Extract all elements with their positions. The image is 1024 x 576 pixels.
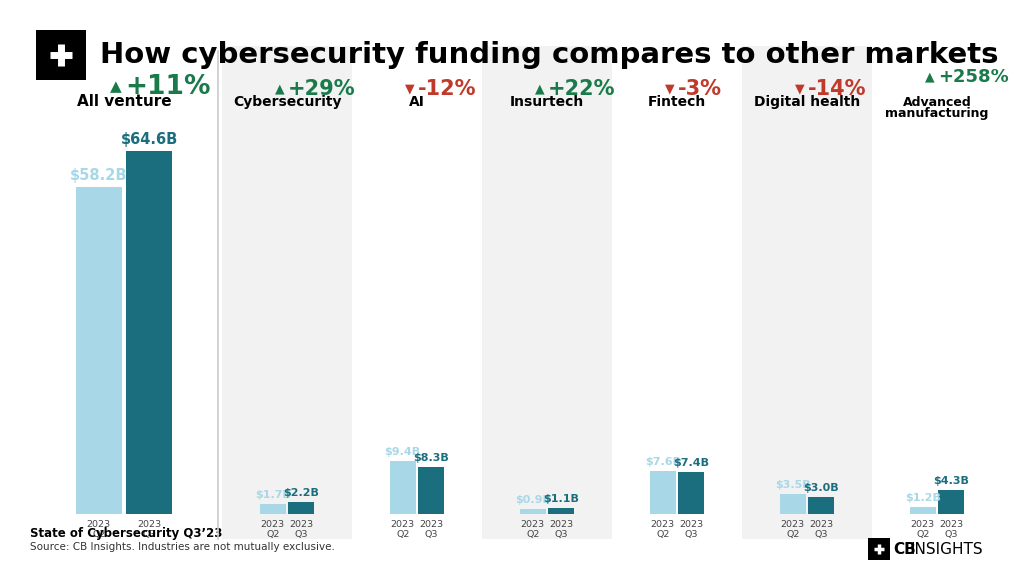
Text: $7.4B: $7.4B <box>674 458 710 468</box>
Bar <box>222 46 352 539</box>
Text: 2023
Q2: 2023 Q2 <box>520 520 545 539</box>
Text: State of Cybersecurity Q3’23: State of Cybersecurity Q3’23 <box>30 527 222 540</box>
Bar <box>482 46 612 539</box>
Text: ▼: ▼ <box>666 82 675 96</box>
Text: $58.2B: $58.2B <box>70 168 127 183</box>
Bar <box>390 461 416 514</box>
Text: $1.7B: $1.7B <box>255 490 291 501</box>
Text: $1.2B: $1.2B <box>905 493 941 503</box>
Text: 2023
Q2: 2023 Q2 <box>261 520 285 539</box>
Bar <box>548 508 574 514</box>
Text: Fintech: Fintech <box>648 95 707 109</box>
Text: 2023
Q3: 2023 Q3 <box>939 520 964 539</box>
Text: 2023
Q3: 2023 Q3 <box>419 520 443 539</box>
Bar <box>938 490 965 514</box>
Text: +22%: +22% <box>548 79 615 99</box>
Text: INSIGHTS: INSIGHTS <box>911 541 984 556</box>
Text: 2023
Q2: 2023 Q2 <box>87 520 111 539</box>
Text: How cybersecurity funding compares to other markets: How cybersecurity funding compares to ot… <box>100 41 998 69</box>
Text: 2023
Q2: 2023 Q2 <box>390 520 415 539</box>
Text: $4.3B: $4.3B <box>933 476 970 486</box>
Bar <box>418 467 444 514</box>
Bar <box>36 30 86 80</box>
Text: ▼: ▼ <box>406 82 415 96</box>
Text: Cybersecurity: Cybersecurity <box>232 95 341 109</box>
Text: 2023
Q3: 2023 Q3 <box>549 520 573 539</box>
Text: $1.1B: $1.1B <box>544 494 580 504</box>
Text: ▲: ▲ <box>111 79 122 94</box>
Bar <box>520 509 546 514</box>
Text: ▼: ▼ <box>796 82 805 96</box>
Bar <box>126 151 172 514</box>
Text: ▲: ▲ <box>275 82 285 96</box>
Text: $3.0B: $3.0B <box>804 483 839 493</box>
Text: ▲: ▲ <box>926 70 935 84</box>
Text: $3.5B: $3.5B <box>775 480 811 490</box>
Text: 2023
Q3: 2023 Q3 <box>809 520 834 539</box>
Text: All venture: All venture <box>77 94 171 109</box>
Text: Insurtech: Insurtech <box>510 95 584 109</box>
Bar <box>352 46 482 539</box>
Bar <box>678 472 705 514</box>
Text: $8.3B: $8.3B <box>414 453 450 464</box>
Bar <box>868 538 890 560</box>
Bar <box>260 505 286 514</box>
Bar <box>612 46 742 539</box>
Text: manufacturing: manufacturing <box>886 107 989 120</box>
Text: +258%: +258% <box>938 68 1009 86</box>
Text: Source: CB Insights. Industries are not mutually exclusive.: Source: CB Insights. Industries are not … <box>30 542 335 552</box>
Text: Advanced: Advanced <box>902 96 972 109</box>
Text: 2023
Q3: 2023 Q3 <box>679 520 703 539</box>
Text: CB: CB <box>893 541 915 556</box>
Text: Digital health: Digital health <box>754 95 860 109</box>
Text: +11%: +11% <box>125 74 211 100</box>
Text: 2023
Q2: 2023 Q2 <box>650 520 675 539</box>
Text: -12%: -12% <box>418 79 476 99</box>
Text: -14%: -14% <box>808 79 866 99</box>
Bar <box>779 494 806 514</box>
Text: $9.4B: $9.4B <box>385 447 421 457</box>
Text: 2023
Q2: 2023 Q2 <box>780 520 805 539</box>
Bar <box>742 46 872 539</box>
Bar <box>289 502 314 514</box>
Text: +29%: +29% <box>288 79 355 99</box>
Text: 2023
Q3: 2023 Q3 <box>289 520 313 539</box>
Text: ▲: ▲ <box>536 82 545 96</box>
Text: 2023
Q2: 2023 Q2 <box>910 520 935 539</box>
Text: $0.9B: $0.9B <box>515 495 551 505</box>
Bar <box>76 187 122 514</box>
Bar <box>872 46 1002 539</box>
Text: $2.2B: $2.2B <box>284 488 319 498</box>
Bar <box>649 471 676 514</box>
Bar <box>808 497 835 514</box>
Bar <box>909 507 936 514</box>
Text: $7.6B: $7.6B <box>645 457 681 467</box>
Text: -3%: -3% <box>678 79 722 99</box>
Text: $64.6B: $64.6B <box>121 132 178 147</box>
Text: AI: AI <box>409 95 425 109</box>
Text: 2023
Q3: 2023 Q3 <box>137 520 162 539</box>
